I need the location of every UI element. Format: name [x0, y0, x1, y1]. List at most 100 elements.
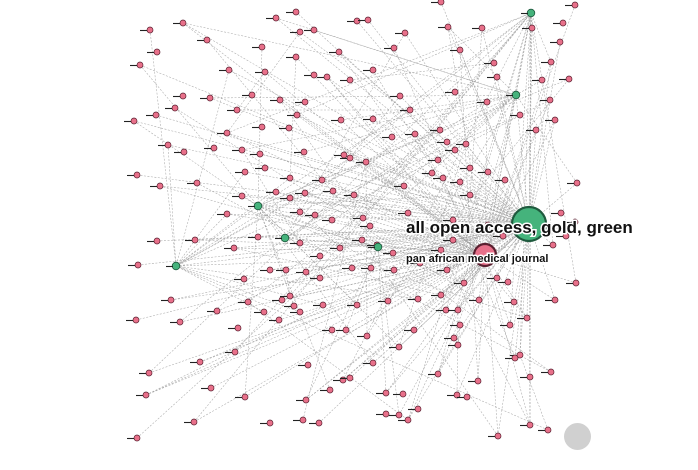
journal-node[interactable]: [414, 405, 422, 413]
journal-node[interactable]: [234, 324, 242, 332]
journal-node[interactable]: [278, 296, 286, 304]
journal-node[interactable]: [557, 209, 565, 217]
journal-node[interactable]: [444, 23, 452, 31]
journal-node[interactable]: [286, 194, 294, 202]
journal-node[interactable]: [285, 124, 293, 132]
journal-node[interactable]: [358, 236, 366, 244]
journal-node[interactable]: [451, 88, 459, 96]
journal-node[interactable]: [547, 58, 555, 66]
journal-node[interactable]: [510, 298, 518, 306]
journal-node[interactable]: [286, 174, 294, 182]
journal-node[interactable]: [275, 316, 283, 324]
journal-node[interactable]: [326, 386, 334, 394]
journal-node[interactable]: [339, 376, 347, 384]
journal-node[interactable]: [456, 46, 464, 54]
journal-node[interactable]: [483, 98, 491, 106]
journal-node[interactable]: [404, 209, 412, 217]
journal-node[interactable]: [296, 208, 304, 216]
journal-node[interactable]: [449, 236, 457, 244]
journal-node[interactable]: [210, 144, 218, 152]
journal-node[interactable]: [362, 158, 370, 166]
journal-node[interactable]: [516, 111, 524, 119]
journal-node[interactable]: [261, 68, 269, 76]
journal-node[interactable]: [369, 66, 377, 74]
journal-node[interactable]: [244, 298, 252, 306]
journal-node[interactable]: [241, 168, 249, 176]
journal-node[interactable]: [299, 416, 307, 424]
journal-node[interactable]: [260, 308, 268, 316]
journal-node[interactable]: [388, 133, 396, 141]
journal-node[interactable]: [292, 8, 300, 16]
hub-node-journal[interactable]: [472, 242, 498, 268]
journal-node[interactable]: [363, 332, 371, 340]
journal-node[interactable]: [390, 266, 398, 274]
journal-node[interactable]: [406, 106, 414, 114]
journal-node[interactable]: [153, 48, 161, 56]
journal-node[interactable]: [493, 73, 501, 81]
category-node[interactable]: [280, 233, 290, 243]
category-node[interactable]: [526, 8, 536, 18]
hub-node-open-access[interactable]: [510, 205, 548, 243]
journal-node[interactable]: [364, 16, 372, 24]
journal-node[interactable]: [176, 318, 184, 326]
journal-node[interactable]: [256, 150, 264, 158]
journal-node[interactable]: [329, 187, 337, 195]
journal-node[interactable]: [323, 73, 331, 81]
journal-node[interactable]: [399, 390, 407, 398]
journal-node[interactable]: [367, 264, 375, 272]
journal-node[interactable]: [439, 174, 447, 182]
journal-node[interactable]: [454, 306, 462, 314]
journal-node[interactable]: [437, 291, 445, 299]
journal-node[interactable]: [549, 241, 557, 249]
journal-node[interactable]: [382, 389, 390, 397]
journal-node[interactable]: [450, 334, 458, 342]
journal-node[interactable]: [475, 296, 483, 304]
journal-node[interactable]: [460, 279, 468, 287]
journal-node[interactable]: [319, 301, 327, 309]
journal-node[interactable]: [428, 169, 436, 177]
journal-node[interactable]: [400, 182, 408, 190]
journal-node[interactable]: [436, 126, 444, 134]
journal-node[interactable]: [258, 123, 266, 131]
journal-node[interactable]: [395, 411, 403, 419]
journal-node[interactable]: [353, 301, 361, 309]
journal-node[interactable]: [466, 191, 474, 199]
journal-node[interactable]: [414, 295, 422, 303]
journal-node[interactable]: [254, 233, 262, 241]
journal-node[interactable]: [451, 146, 459, 154]
journal-node[interactable]: [528, 24, 536, 32]
journal-node[interactable]: [203, 36, 211, 44]
journal-node[interactable]: [484, 168, 492, 176]
journal-node[interactable]: [474, 377, 482, 385]
journal-node[interactable]: [504, 278, 512, 286]
journal-node[interactable]: [134, 261, 142, 269]
journal-node[interactable]: [282, 266, 290, 274]
journal-node[interactable]: [526, 421, 534, 429]
journal-node[interactable]: [346, 76, 354, 84]
journal-node[interactable]: [231, 348, 239, 356]
journal-node[interactable]: [346, 374, 354, 382]
category-node[interactable]: [373, 242, 383, 252]
journal-node[interactable]: [565, 75, 573, 83]
journal-node[interactable]: [238, 192, 246, 200]
journal-node[interactable]: [526, 373, 534, 381]
journal-node[interactable]: [401, 29, 409, 37]
journal-node[interactable]: [316, 274, 324, 282]
journal-node[interactable]: [290, 302, 298, 310]
journal-node[interactable]: [191, 236, 199, 244]
journal-node[interactable]: [456, 321, 464, 329]
journal-node[interactable]: [335, 48, 343, 56]
journal-node[interactable]: [153, 237, 161, 245]
journal-node[interactable]: [478, 24, 486, 32]
journal-node[interactable]: [369, 115, 377, 123]
journal-node[interactable]: [164, 141, 172, 149]
journal-node[interactable]: [443, 138, 451, 146]
journal-node[interactable]: [559, 19, 567, 27]
journal-node[interactable]: [411, 130, 419, 138]
journal-node[interactable]: [207, 384, 215, 392]
journal-node[interactable]: [310, 71, 318, 79]
journal-node[interactable]: [506, 321, 514, 329]
journal-node[interactable]: [167, 296, 175, 304]
journal-node[interactable]: [241, 393, 249, 401]
